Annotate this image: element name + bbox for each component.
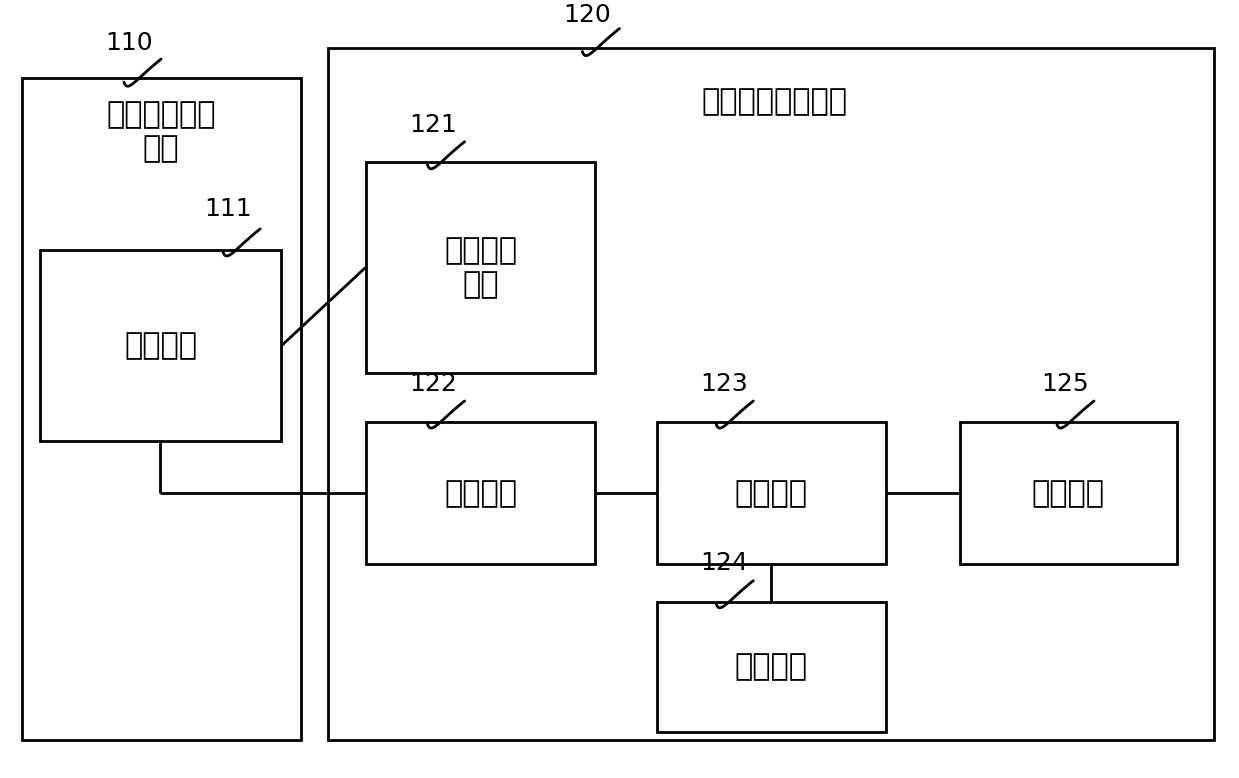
Bar [40, 251, 281, 441]
Bar [657, 422, 886, 564]
Text: 121: 121 [409, 113, 457, 137]
Bar [657, 602, 886, 732]
Text: 111: 111 [204, 198, 252, 221]
Text: 第一进程处理
模块: 第一进程处理 模块 [107, 100, 216, 163]
Text: 122: 122 [409, 372, 457, 395]
Text: 123: 123 [700, 372, 748, 395]
Bar [328, 47, 1214, 740]
Text: 上传单元: 上传单元 [735, 479, 807, 508]
Text: 加密单元: 加密单元 [735, 653, 807, 682]
Text: 125: 125 [1041, 372, 1088, 395]
Text: 同步单元: 同步单元 [445, 479, 517, 508]
Bar [960, 422, 1177, 564]
Bar [366, 422, 595, 564]
Text: 第二进程处理模块: 第二进程处理模块 [701, 86, 847, 116]
Text: 120: 120 [564, 3, 612, 27]
Text: 110: 110 [105, 30, 152, 54]
Text: 124: 124 [700, 552, 748, 576]
Text: 删除单元: 删除单元 [1032, 479, 1104, 508]
Text: 采集单元: 采集单元 [125, 331, 197, 360]
Bar [366, 163, 595, 373]
Text: 配置获取
单元: 配置获取 单元 [445, 237, 517, 300]
Bar [22, 79, 301, 740]
